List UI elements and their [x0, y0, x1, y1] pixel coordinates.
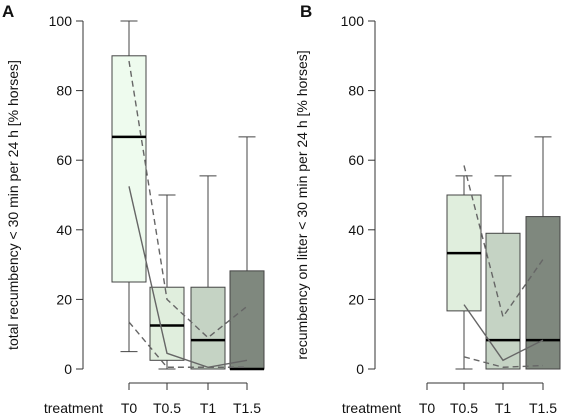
x-tick-label: T0 — [121, 400, 138, 416]
y-tick-label: 0 — [64, 361, 72, 377]
x-axis-label: treatment — [342, 400, 401, 416]
y-tick-label: 40 — [56, 222, 72, 238]
x-tick-label: T1.5 — [529, 400, 557, 416]
box-body — [111, 55, 147, 283]
y-axis-label: recumbency on litter < 30 min per 24 h [… — [294, 50, 310, 359]
y-tick-label: 20 — [348, 291, 364, 307]
dashed-trend-line — [463, 356, 544, 368]
solid-trend-line — [128, 186, 248, 368]
box-body — [525, 216, 561, 370]
dashed-trend-line — [128, 60, 248, 339]
solid-trend-line — [463, 304, 544, 362]
x-tick-label: T0.5 — [153, 400, 181, 416]
box-body — [190, 286, 226, 370]
y-tick-label: 80 — [348, 83, 364, 99]
y-tick-label: 40 — [348, 222, 364, 238]
x-axis-label: treatment — [44, 400, 103, 416]
y-tick-label: 20 — [56, 291, 72, 307]
panel-label: A — [2, 2, 14, 21]
box-body — [229, 270, 265, 370]
x-tick-label: T1 — [495, 400, 512, 416]
y-tick-label: 100 — [341, 13, 365, 29]
y-tick-label: 80 — [56, 83, 72, 99]
x-tick-label: T1.5 — [233, 400, 261, 416]
x-tick-label: T1 — [200, 400, 217, 416]
y-tick-label: 100 — [49, 13, 73, 29]
box-body — [149, 286, 185, 361]
panel-label: B — [300, 2, 312, 21]
y-tick-label: 60 — [348, 152, 364, 168]
box-body — [485, 232, 521, 370]
x-tick-label: T0.5 — [450, 400, 478, 416]
y-tick-label: 60 — [56, 152, 72, 168]
y-tick-label: 0 — [356, 361, 364, 377]
dashed-trend-line — [463, 165, 544, 319]
y-axis-label: total recumbency < 30 min per 24 h [% ho… — [5, 60, 21, 350]
x-tick-label: T0 — [419, 400, 436, 416]
